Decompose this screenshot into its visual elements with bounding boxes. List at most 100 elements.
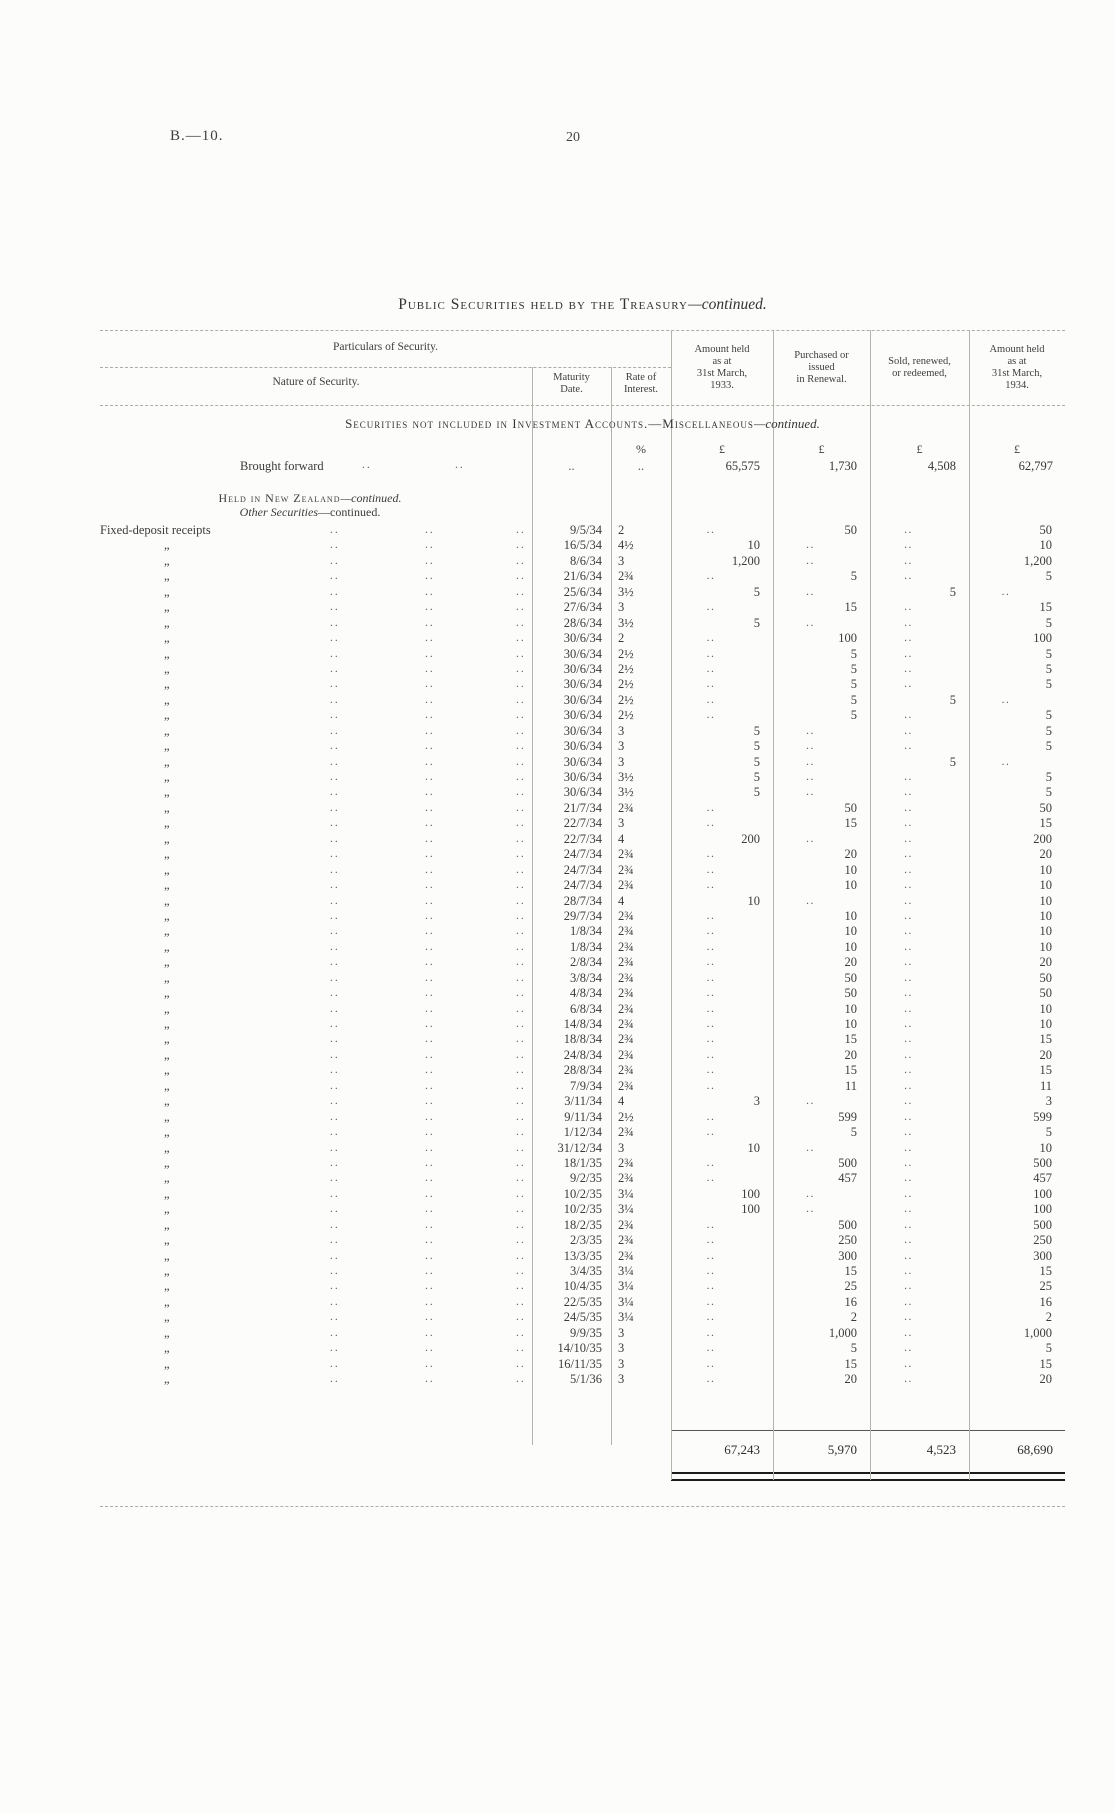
section-heading: Securities not included in Investment Ac…: [100, 416, 1065, 432]
amount-1934-cell: 5: [1045, 661, 1052, 676]
amount-1933-cell: 100: [741, 1202, 760, 1217]
leader-dots: ..: [455, 459, 465, 471]
maturity-date-cell: 9/11/34: [564, 1109, 602, 1124]
leader-dots: ..: [330, 1002, 340, 1015]
purchased-cell: 16: [844, 1294, 858, 1309]
table-row: „ .. .. .. 30/6/34 3 5 .. .. 5: [100, 724, 1065, 739]
pound-sign-1934: £: [1014, 442, 1020, 456]
amount-1934-cell: 5: [1045, 615, 1052, 630]
leader-dots: ..: [425, 940, 435, 953]
nature-of-security-cell: „ .. .. ..: [100, 986, 532, 1001]
purchased-cell: ..: [806, 894, 815, 907]
rate-of-interest-cell: 2¾: [618, 1032, 634, 1047]
table-row: „ .. .. .. 25/6/34 3½ 5 .. 5 ..: [100, 585, 1065, 600]
leader-dots: ..: [330, 1048, 340, 1061]
leader-dots: ..: [330, 817, 340, 830]
table-row: „ .. .. .. 3/8/34 2¾ .. 50 .. 50: [100, 971, 1065, 986]
table-row: „ .. .. .. 10/2/35 3¼ 100 .. .. 100: [100, 1202, 1065, 1217]
maturity-date-cell: 24/8/34: [563, 1047, 602, 1062]
nature-of-security-cell: „ .. .. ..: [100, 785, 532, 800]
sold-cell: ..: [904, 1326, 913, 1339]
purchased-cell: 20: [844, 1372, 858, 1387]
table-row: „ .. .. .. 24/5/35 3¼ .. 2 .. 2: [100, 1310, 1065, 1325]
nature-of-security-cell: „ .. .. ..: [100, 1341, 532, 1356]
maturity-date-cell: 14/10/35: [557, 1341, 602, 1356]
leader-dots: ..: [516, 1048, 526, 1061]
leader-dots: ..: [516, 539, 526, 552]
security-label: „: [164, 1171, 170, 1186]
amount-1933-cell: ..: [706, 632, 716, 645]
purchased-cell: ..: [806, 771, 815, 783]
maturity-date-cell: 9/5/34: [570, 523, 602, 537]
table-row: „ .. .. .. 14/10/35 3 .. 5 .. 5: [100, 1341, 1065, 1356]
sold-cell: ..: [904, 848, 913, 861]
sold-cell: ..: [904, 801, 913, 814]
purchased-cell: 1,000: [828, 1325, 857, 1340]
leader-dots: ..: [516, 925, 526, 938]
maturity-date-cell: 10/2/35: [563, 1186, 602, 1201]
table-row: „ .. .. .. 21/7/34 2¾ .. 50 .. 50: [100, 801, 1065, 816]
amount-1933-cell: ..: [706, 601, 716, 614]
amount-1933-cell: 5: [753, 770, 760, 784]
amount-1933-cell: ..: [706, 1265, 716, 1277]
rate-of-interest-cell: 2¾: [618, 955, 634, 970]
maturity-date-cell: 21/6/34: [563, 569, 602, 584]
rate-of-interest-cell: 3: [618, 1356, 625, 1371]
leader-dots: ..: [516, 647, 526, 660]
leader-dots: ..: [330, 1342, 340, 1355]
rate-of-interest-cell: 2¾: [618, 1217, 634, 1232]
leader-dots: ..: [330, 786, 340, 799]
amount-1933-cell: 5: [753, 723, 760, 738]
leader-dots: ..: [425, 1295, 435, 1308]
amount-1933-cell: ..: [706, 570, 716, 583]
leader-dots: ..: [330, 1064, 340, 1077]
amount-1934-cell: 11: [1039, 1078, 1052, 1093]
amount-1934-cell: 500: [1033, 1155, 1052, 1170]
purchased-cell: 5: [850, 646, 857, 661]
security-label: „: [164, 646, 170, 661]
leader-dots: ..: [425, 662, 435, 675]
brought-forward-row: Brought forward .. .. .. .. 65,575 1,730…: [100, 459, 1065, 476]
sold-cell: ..: [904, 616, 913, 629]
maturity-date-cell: 30/6/34: [563, 739, 602, 754]
amount-1934-cell: 5: [1045, 1125, 1052, 1140]
table-row: „ .. .. .. 28/6/34 3½ 5 .. .. 5: [100, 616, 1065, 631]
amount-1933-cell: ..: [706, 647, 716, 660]
leader-dots: ..: [425, 925, 435, 938]
amount-1934-cell: 15: [1039, 816, 1053, 831]
maturity-date-cell: 28/7/34: [563, 893, 602, 908]
leader-dots: ..: [425, 554, 435, 567]
leader-dots: ..: [425, 740, 435, 753]
amount-1933-cell: ..: [706, 909, 716, 922]
amount-1933-cell: 5: [753, 785, 760, 800]
leader-dots: ..: [330, 971, 340, 984]
table-row: „ .. .. .. 18/8/34 2¾ .. 15 .. 15: [100, 1032, 1065, 1047]
nature-of-security-cell: „ .. .. ..: [100, 940, 532, 955]
maturity-date-cell: 30/6/34: [563, 661, 602, 676]
divider-purchased-sold: [870, 330, 871, 1480]
amount-1933-cell: ..: [706, 1064, 716, 1077]
amount-1934-cell: 5: [1045, 785, 1052, 800]
security-label: „: [164, 1078, 170, 1093]
leader-dots: ..: [516, 1280, 526, 1293]
leader-dots: ..: [330, 801, 340, 814]
sold-cell: ..: [904, 909, 913, 922]
security-label: „: [164, 553, 170, 568]
security-label: „: [164, 1017, 170, 1031]
nature-of-security-cell: „ .. .. ..: [100, 1094, 532, 1109]
maturity-date-cell: 2/8/34: [570, 955, 602, 970]
maturity-date-cell: 24/5/35: [563, 1310, 602, 1325]
leader-dots: ..: [425, 1018, 435, 1030]
purchased-cell: 5: [850, 569, 857, 584]
leader-dots: ..: [330, 740, 340, 753]
security-label: „: [164, 1233, 170, 1248]
sold-cell: ..: [904, 1187, 913, 1200]
leader-dots: ..: [330, 632, 340, 645]
leader-dots: ..: [330, 1203, 340, 1216]
leader-dots: ..: [425, 709, 435, 722]
leader-dots: ..: [425, 1033, 435, 1046]
column-header-nature: Nature of Security.: [272, 376, 360, 388]
maturity-date-cell: 21/7/34: [563, 800, 602, 815]
sold-cell: 5: [949, 692, 956, 707]
rate-of-interest-cell: 2¾: [618, 924, 634, 939]
